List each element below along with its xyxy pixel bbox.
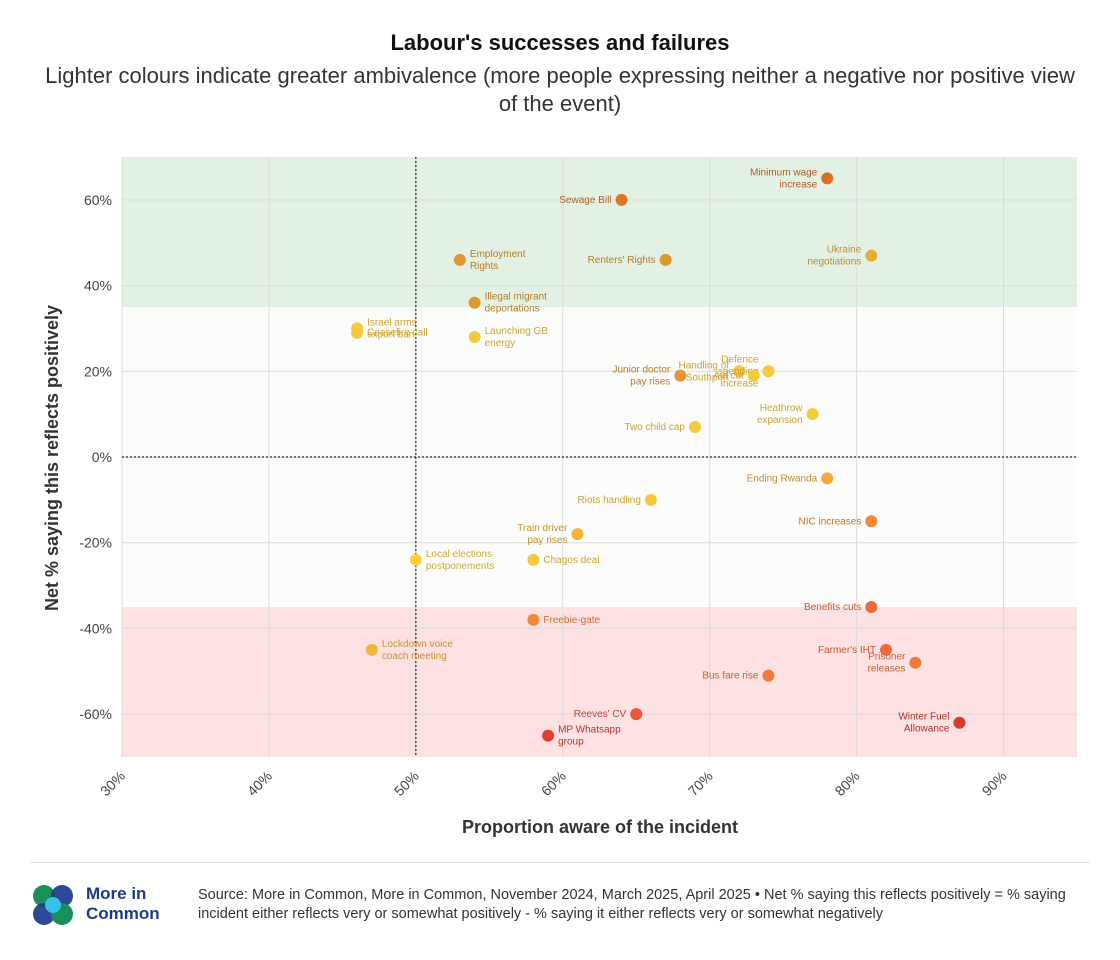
data-point	[865, 515, 878, 528]
y-axis-title: Net % saying this reflects positively	[42, 305, 62, 611]
source-note: Source: More in Common, More in Common, …	[198, 887, 1066, 922]
point-label: Train driver pay rises	[517, 523, 568, 546]
point-label: Benefits cuts	[804, 602, 861, 613]
data-point	[527, 613, 540, 626]
x-tick-label: 60%	[538, 768, 569, 799]
point-label: Sewage Bill	[559, 195, 611, 206]
point-label: Riots handling	[578, 495, 641, 506]
point-label: Junior doctor pay rises	[612, 365, 670, 388]
point-label: Freebie-gate	[543, 615, 600, 626]
point-label: Chagos deal	[543, 555, 599, 566]
y-tick-label: 40%	[84, 278, 112, 294]
y-tick-label: 20%	[84, 363, 112, 379]
data-point	[674, 369, 687, 382]
point-label: Two child cap	[624, 422, 685, 433]
point-label: Employment Rights	[470, 249, 526, 272]
point-label: Ceasefire call	[367, 328, 428, 339]
data-point	[909, 656, 922, 669]
logo-text-line1: More in	[86, 884, 147, 903]
data-point	[762, 669, 775, 682]
data-point	[821, 472, 834, 485]
point-label: Reeves' CV	[574, 709, 627, 720]
point-label: Defence spending increase	[718, 354, 759, 389]
x-axis-title: Proportion aware of the incident	[462, 817, 738, 837]
x-tick-label: 80%	[832, 768, 863, 799]
band-positive	[122, 157, 1077, 307]
data-point	[880, 643, 892, 656]
point-label: Prisoner releases	[868, 652, 906, 675]
x-tick-label: 70%	[685, 768, 716, 799]
y-tick-label: 0%	[92, 449, 112, 465]
data-point	[542, 729, 555, 742]
data-point	[351, 326, 364, 339]
data-point	[806, 408, 819, 421]
y-tick-label: 60%	[84, 192, 112, 208]
data-point	[762, 365, 775, 378]
data-point	[630, 708, 643, 721]
data-point	[453, 253, 466, 266]
data-point	[571, 528, 584, 541]
point-label: Local elections postponements	[426, 549, 494, 572]
reference-lines	[122, 157, 1077, 757]
data-point	[615, 193, 628, 206]
data-point	[689, 421, 701, 433]
footer-divider	[30, 862, 1090, 863]
point-label: Bus fare rise	[702, 671, 759, 682]
point-label: Minimum wage increase	[750, 167, 818, 190]
data-point	[953, 716, 966, 729]
scatter-chart: 30% 40% 50% 60% 70% 80% 90% 60% 40% 20% 0% -20% -40%…	[42, 157, 1077, 837]
point-label: Aid cut	[713, 371, 744, 382]
point-label: Renters' Rights	[588, 255, 656, 266]
chart-subtitle: Lighter colours indicate greater ambival…	[45, 63, 1075, 116]
x-tick-label: 50%	[391, 768, 422, 799]
data-point	[865, 601, 878, 613]
data-point	[468, 296, 481, 309]
data-points: Minimum wage increase Sewage Bill Ukraine ne…	[351, 167, 966, 748]
data-point	[365, 643, 378, 656]
data-point	[468, 331, 481, 343]
point-label: Israel arms export ban	[367, 317, 416, 340]
point-label: Launching GB energy	[485, 326, 549, 349]
data-point	[527, 553, 540, 566]
logo-text-line2: Common	[86, 904, 160, 923]
point-label: Heathrow expansion	[757, 403, 803, 426]
y-tick-label: -20%	[79, 535, 112, 551]
data-point	[733, 365, 746, 378]
point-label: Illegal migrant deportations	[485, 292, 547, 315]
point-label: Lockdown voice coach meeting	[382, 639, 454, 662]
y-tick-label: -40%	[79, 620, 112, 636]
logo-mark-icon	[33, 885, 73, 925]
x-tick-label: 90%	[979, 768, 1010, 799]
point-label: NIC increases	[798, 516, 861, 527]
point-label: Ending Rwanda	[747, 473, 818, 484]
point-label: Farmer's IHT	[818, 645, 876, 656]
data-point	[644, 493, 657, 506]
point-label: MP Whatsapp group	[558, 725, 621, 748]
x-tick-label: 30%	[97, 768, 128, 799]
x-tick-label: 40%	[244, 768, 275, 799]
data-point	[747, 369, 760, 382]
data-point	[821, 172, 834, 185]
point-label: Handling of Southport	[678, 360, 729, 383]
y-tick-label: -60%	[79, 706, 112, 722]
point-label: Ukraine negotiations	[807, 245, 861, 268]
chart-title: Labour's successes and failures	[390, 30, 730, 55]
data-point	[865, 249, 878, 262]
point-label: Winter Fuel Allowance	[898, 712, 950, 735]
more-in-common-logo: More in Common	[30, 882, 180, 930]
data-point	[659, 253, 672, 266]
data-point	[409, 553, 422, 566]
band-negative	[122, 607, 1077, 757]
